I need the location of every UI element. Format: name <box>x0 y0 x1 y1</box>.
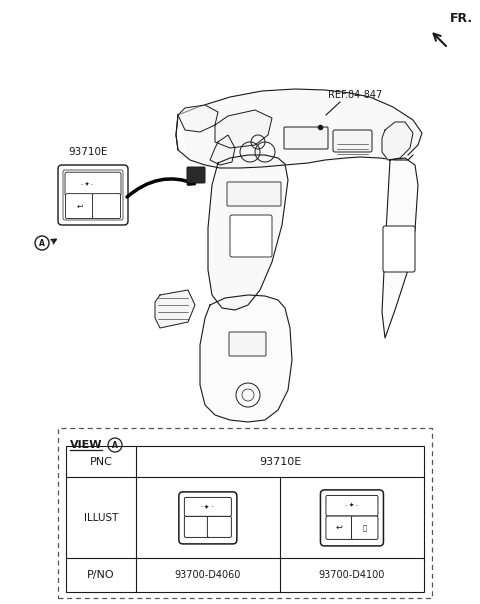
Text: 93700-D4100: 93700-D4100 <box>319 570 385 580</box>
Text: ⌒: ⌒ <box>362 524 367 531</box>
Polygon shape <box>382 158 418 338</box>
Text: REF.84-847: REF.84-847 <box>328 90 382 100</box>
FancyBboxPatch shape <box>227 182 281 206</box>
Polygon shape <box>200 295 292 422</box>
FancyBboxPatch shape <box>58 165 128 225</box>
Text: 93710E: 93710E <box>68 147 108 157</box>
Text: PNC: PNC <box>89 457 112 467</box>
FancyBboxPatch shape <box>229 332 266 356</box>
FancyBboxPatch shape <box>207 516 231 538</box>
Text: ✦: ✦ <box>204 504 209 509</box>
Text: 93710E: 93710E <box>259 457 301 467</box>
FancyBboxPatch shape <box>184 516 208 538</box>
Text: -: - <box>201 504 205 509</box>
FancyBboxPatch shape <box>333 130 372 152</box>
Polygon shape <box>215 110 272 148</box>
FancyBboxPatch shape <box>351 516 378 539</box>
FancyBboxPatch shape <box>383 226 415 272</box>
FancyBboxPatch shape <box>184 498 231 516</box>
Text: 93700-D4060: 93700-D4060 <box>175 570 241 580</box>
Text: FR.: FR. <box>450 11 473 25</box>
Polygon shape <box>382 122 413 160</box>
Bar <box>66 446 424 592</box>
Polygon shape <box>178 89 422 168</box>
FancyBboxPatch shape <box>93 194 120 219</box>
Bar <box>58 428 432 598</box>
FancyBboxPatch shape <box>179 492 237 544</box>
Text: -: - <box>210 504 214 509</box>
FancyBboxPatch shape <box>284 127 328 149</box>
Polygon shape <box>208 155 288 310</box>
Polygon shape <box>178 105 218 132</box>
Text: ↩: ↩ <box>76 202 83 211</box>
Text: - ✦ -: - ✦ - <box>81 182 93 187</box>
Text: -: - <box>345 503 349 508</box>
FancyBboxPatch shape <box>63 170 123 220</box>
FancyBboxPatch shape <box>65 194 94 219</box>
Text: VIEW: VIEW <box>70 440 103 450</box>
Polygon shape <box>155 290 195 328</box>
Text: ILLUST: ILLUST <box>84 513 118 523</box>
FancyBboxPatch shape <box>230 215 272 257</box>
Polygon shape <box>210 135 235 165</box>
Text: P/NO: P/NO <box>87 570 115 580</box>
FancyBboxPatch shape <box>326 495 378 516</box>
Text: A: A <box>112 440 118 449</box>
Text: ↩: ↩ <box>336 523 343 532</box>
FancyBboxPatch shape <box>321 490 384 546</box>
Text: A: A <box>39 239 45 248</box>
FancyBboxPatch shape <box>326 516 352 539</box>
Text: -: - <box>354 503 358 508</box>
Text: ✦: ✦ <box>348 503 354 508</box>
FancyBboxPatch shape <box>187 167 205 183</box>
FancyBboxPatch shape <box>65 172 121 196</box>
